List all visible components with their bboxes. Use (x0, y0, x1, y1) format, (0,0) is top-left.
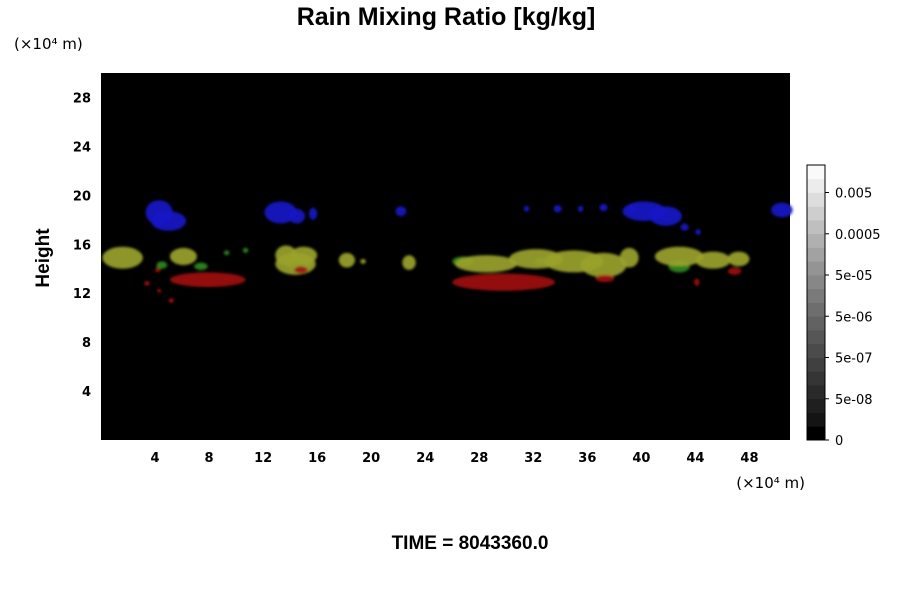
colorbar-level-15 (807, 220, 825, 235)
colorbar-level-5 (807, 357, 825, 372)
colorbar-level-19 (807, 165, 825, 180)
y-axis-label: Height (33, 228, 54, 288)
blue-blob-7 (553, 205, 562, 213)
x-tick-label: 32 (524, 451, 542, 466)
red-blob-3 (157, 288, 162, 293)
colorbar-tick-label: 5e-05 (835, 269, 873, 284)
green-blob-3 (242, 247, 249, 253)
red-blob-2 (144, 280, 150, 286)
blue-blob-12 (649, 206, 682, 226)
red-layer (144, 266, 742, 303)
colorbar-level-11 (807, 275, 825, 290)
y-tick-label: 8 (82, 336, 91, 351)
olive-blob-7 (402, 255, 416, 270)
colorbar-level-12 (807, 261, 825, 276)
blue-blob-4 (309, 207, 318, 220)
olive-blob-15 (727, 251, 750, 267)
colorbar-level-18 (807, 178, 825, 193)
chart-title: Rain Mixing Ratio [kg/kg] (297, 3, 596, 31)
x-tick-label: 36 (578, 451, 596, 466)
blue-layer (145, 200, 793, 236)
colorbar: 0 5e-08 5e-07 5e-06 5e-05 0.0005 0.005 (806, 164, 881, 449)
colorbar-tick-label: 5e-06 (835, 310, 873, 325)
olive-blob-14 (695, 251, 731, 269)
x-tick-label: 20 (362, 451, 380, 466)
green-blob-2 (223, 250, 230, 256)
colorbar-tick-label: 5e-08 (835, 393, 873, 408)
colorbar-level-2 (807, 398, 825, 413)
colorbar-tick-label: 0.005 (835, 187, 872, 202)
x-tick-label: 24 (416, 451, 434, 466)
colorbar-level-1 (807, 412, 825, 427)
olive-blob-6 (360, 258, 366, 264)
y-tick-label: 28 (73, 91, 91, 106)
colorbar-level-17 (807, 192, 825, 207)
colorbar-level-6 (807, 343, 825, 358)
red-blob-8 (694, 278, 700, 286)
colorbar-level-10 (807, 288, 825, 303)
y-tick-label: 12 (73, 287, 91, 302)
olive-blob-13 (654, 246, 704, 267)
green-blob-1 (194, 262, 208, 270)
x-tick-label: 40 (632, 451, 650, 466)
olive-blob-11 (580, 252, 627, 278)
y-tick-label: 24 (73, 140, 91, 155)
colorbar-level-7 (807, 330, 825, 345)
red-blob-7 (595, 274, 615, 283)
x-tick-label: 8 (205, 451, 214, 466)
x-axis-unit: (×10⁴ m) (736, 474, 805, 492)
colorbar-level-0 (807, 426, 825, 441)
x-tick-label: 12 (254, 451, 272, 466)
blue-blob-2 (264, 201, 297, 224)
olive-blob-5 (338, 252, 355, 268)
red-blob-9 (727, 267, 742, 275)
olive-blob-4 (290, 246, 318, 264)
olive-blob-12 (619, 247, 639, 268)
x-tick-label: 44 (686, 451, 704, 466)
blue-blob-3 (288, 208, 305, 224)
red-blob-6 (452, 273, 555, 291)
x-tick-label: 28 (470, 451, 488, 466)
green-blob-0 (156, 261, 168, 269)
blue-blob-5 (395, 206, 407, 217)
colorbar-level-14 (807, 233, 825, 248)
colorbar-tick-label: 5e-07 (835, 352, 873, 367)
colorbar-frame (806, 164, 826, 441)
olive-blob-1 (169, 247, 197, 266)
olive-blob-0 (102, 246, 143, 269)
x-axis-ticks: 4 8 12 16 20 24 28 32 36 40 44 48 (151, 451, 759, 466)
x-tick-label: 48 (740, 451, 758, 466)
rain-features (102, 200, 793, 303)
time-label: TIME = 8043360.0 (392, 533, 549, 554)
colorbar-level-4 (807, 371, 825, 386)
colorbar-level-3 (807, 385, 825, 400)
x-tick-label: 4 (151, 451, 160, 466)
y-tick-label: 20 (73, 189, 91, 204)
y-tick-label: 4 (82, 385, 91, 400)
red-blob-5 (294, 266, 308, 274)
colorbar-level-8 (807, 316, 825, 331)
y-axis-unit: (×10⁴ m) (14, 35, 83, 53)
blue-blob-13 (680, 223, 689, 231)
blue-blob-6 (523, 205, 530, 212)
y-axis-ticks: 4 8 12 16 20 24 28 (73, 91, 91, 400)
colorbar-tick-label: 0.0005 (835, 228, 881, 243)
red-blob-0 (169, 272, 246, 288)
colorbar-level-9 (807, 302, 825, 317)
blue-blob-8 (577, 205, 584, 212)
colorbar-level-13 (807, 247, 825, 262)
red-blob-4 (168, 298, 174, 303)
blue-blob-9 (599, 203, 608, 212)
colorbar-tick-label: 0 (835, 434, 843, 449)
y-tick-label: 16 (73, 238, 91, 253)
blue-blob-1 (150, 211, 187, 231)
x-tick-label: 16 (308, 451, 326, 466)
blue-blob-14 (695, 228, 701, 236)
olive-blob-8 (454, 255, 518, 273)
blue-blob-15 (771, 202, 793, 218)
red-blob-1 (155, 267, 161, 273)
colorbar-level-16 (807, 206, 825, 221)
